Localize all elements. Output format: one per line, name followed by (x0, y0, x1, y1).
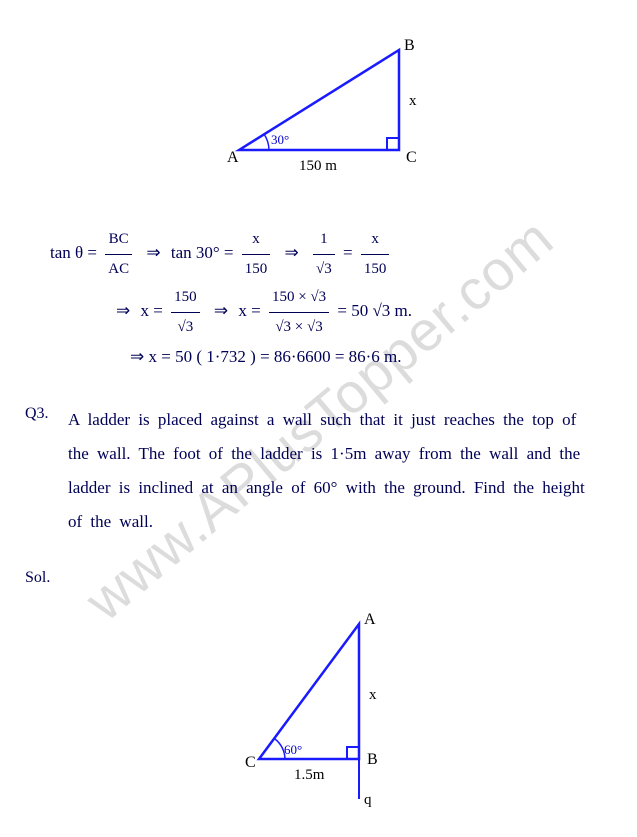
triangle-1-shape (239, 50, 399, 150)
math-text: = (343, 243, 353, 262)
vertex-b-label: B (367, 751, 378, 768)
question-3-text: A ladder is placed against a wall such t… (68, 403, 587, 539)
math-text: tan 30° = (171, 243, 234, 262)
angle-arc (264, 134, 269, 150)
vertex-a-label: A (364, 611, 376, 628)
fraction: x150 (361, 225, 390, 283)
math-working: tan θ = BCAC ⇒ tan 30° = x150 ⇒ 1√3 = x1… (50, 225, 607, 373)
triangle-2-svg: A B C 60° 1.5m x q (229, 609, 409, 809)
fraction: BCAC (105, 225, 132, 283)
math-line-3: ⇒ x = 50 ( 1·732 ) = 86·6600 = 86·6 m. (50, 341, 607, 373)
question-label: Q3. (25, 405, 49, 423)
math-line-2: ⇒ x = 150√3 ⇒ x = 150 × √3√3 × √3 = 50 √… (50, 283, 607, 341)
angle-label: 60° (284, 742, 302, 757)
math-line-1: tan θ = BCAC ⇒ tan 30° = x150 ⇒ 1√3 = x1… (50, 225, 607, 283)
height-label: x (369, 687, 377, 703)
angle-label: 30° (271, 132, 289, 147)
bottom-letter: q (364, 792, 372, 808)
math-text: x = (141, 301, 163, 320)
fraction: 150 × √3√3 × √3 (269, 283, 329, 341)
math-text: tan θ = (50, 243, 97, 262)
vertex-b-label: B (404, 37, 415, 54)
fraction: x150 (242, 225, 271, 283)
right-angle-marker (387, 138, 399, 150)
triangle-1-svg: A B C 30° 150 m x (209, 30, 429, 180)
vertex-c-label: C (406, 149, 417, 166)
page-content: A B C 30° 150 m x tan θ = BCAC ⇒ tan 30°… (0, 0, 637, 814)
math-text: = 50 √3 m. (337, 301, 412, 320)
triangle-1-figure: A B C 30° 150 m x (20, 30, 617, 185)
height-label: x (409, 93, 417, 109)
arrow-icon: ⇒ (285, 237, 299, 269)
triangle-2-figure: A B C 60° 1.5m x q (20, 609, 617, 814)
base-label: 150 m (299, 158, 337, 174)
vertex-c-label: C (245, 754, 256, 771)
arrow-icon: ⇒ (116, 295, 130, 327)
question-3-block: Q3. A ladder is placed against a wall su… (20, 403, 617, 539)
arrow-icon: ⇒ (214, 295, 228, 327)
right-angle-marker (347, 747, 359, 759)
solution-label: Sol. (25, 569, 50, 587)
triangle-2-shape (259, 624, 359, 759)
fraction: 150√3 (171, 283, 200, 341)
fraction: 1√3 (313, 225, 335, 283)
arrow-icon: ⇒ (146, 237, 160, 269)
vertex-a-label: A (227, 149, 239, 166)
solution-label-block: Sol. (20, 569, 617, 589)
math-text: x = (238, 301, 260, 320)
base-label: 1.5m (294, 767, 325, 783)
